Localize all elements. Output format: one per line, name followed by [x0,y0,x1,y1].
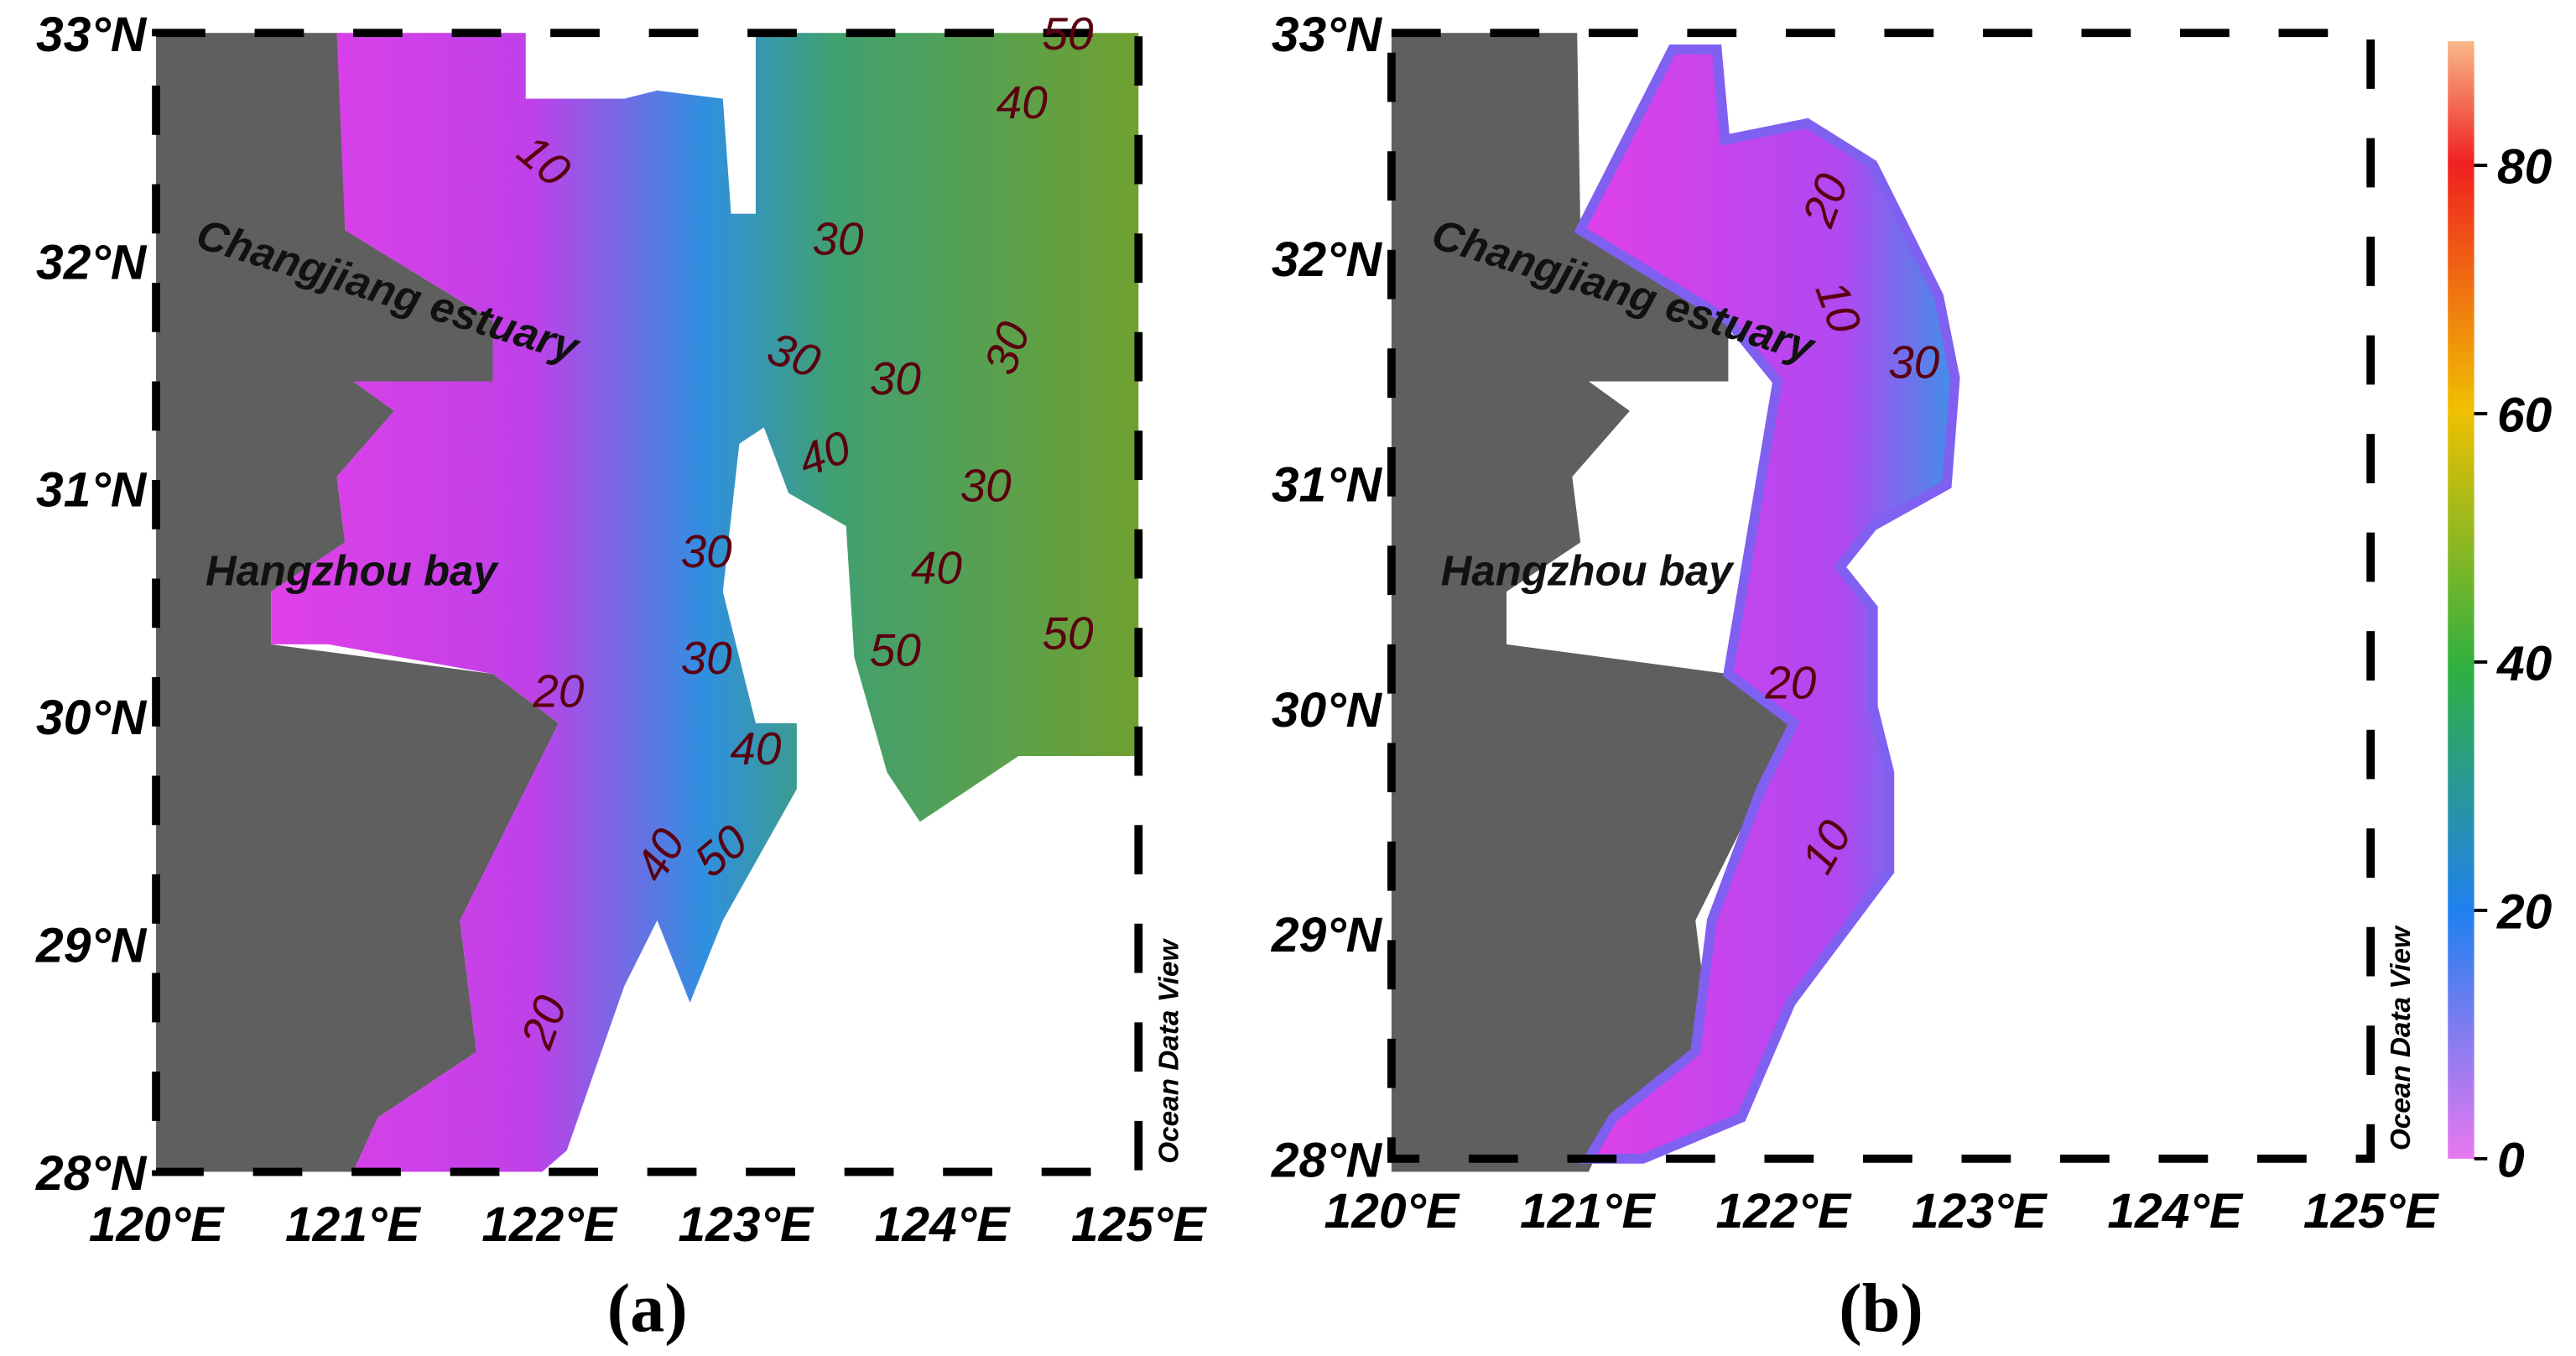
lat-tick-label: 29°N [1271,908,1383,962]
map-frame [152,29,1143,1176]
map-frame [1387,29,2376,1163]
lon-tick-label: 124°E [875,1197,1012,1252]
lon-tick-label: 124°E [2107,1184,2244,1239]
land [156,33,559,1172]
lon-tick-label: 123°E [678,1197,814,1252]
watermark: Ocean Data View [2386,925,2417,1150]
contour-label: 20 [532,665,584,717]
lon-tick-label: 120°E [89,1197,226,1252]
panel-label: (b) [1839,1270,1923,1347]
lat-tick-label: 28°N [1271,1133,1383,1187]
sea-field [271,33,1139,1172]
colorbar: 0 20 40 60 80 [2448,41,2553,1187]
colorbar-tick-label: 20 [2496,884,2553,939]
lat-tick-label: 32°N [36,235,148,289]
colorbar-tick-label: 80 [2497,140,2553,195]
colorbar-tick-label: 60 [2497,389,2553,443]
lat-tick-label: 32°N [1272,232,1383,287]
lon-tick-label: 125°E [2303,1184,2440,1239]
place-label: Hangzhou bay [1441,546,1736,594]
lat-tick-label: 33°N [36,8,148,62]
lon-tick-label: 120°E [1324,1184,1461,1239]
lat-tick-label: 30°N [1272,683,1383,738]
watermark: Ocean Data View [1153,938,1184,1164]
contour-label: 20 [1764,656,1816,708]
contour-label: 30 [960,459,1012,511]
contour-label: 30 [870,352,921,404]
contour-label: 40 [730,722,781,774]
colorbar-ramp [2448,41,2475,1159]
contour-label: 50 [1043,608,1094,660]
lat-tick-label: 31°N [1272,457,1383,512]
colorbar-tick-label: 40 [2496,637,2553,691]
panel-label: (a) [607,1270,688,1347]
lat-tick-label: 33°N [1272,8,1383,62]
contour-label: 30 [681,525,732,577]
lon-tick-label: 121°E [285,1197,422,1252]
sea-field [1574,44,1960,1164]
colorbar-tick-label: 0 [2497,1133,2525,1187]
lat-tick-label: 30°N [36,691,148,745]
contour-label: 30 [1888,336,1939,389]
contour-label: 40 [911,541,962,593]
contour-label: 30 [681,632,732,684]
place-label: Hangzhou bay [206,546,500,594]
lon-tick-label: 122°E [1715,1184,1852,1239]
contour-label: 40 [997,76,1048,128]
contour-label: 50 [1043,8,1094,60]
lat-tick-label: 31°N [36,463,148,518]
contour-label: 30 [812,213,863,265]
lon-tick-label: 122°E [481,1197,618,1252]
lat-tick-label: 29°N [35,919,148,973]
lon-tick-label: 121°E [1520,1184,1657,1239]
lon-tick-label: 123°E [1912,1184,2048,1239]
lat-tick-label: 28°N [35,1146,148,1201]
contour-label: 50 [870,623,921,675]
lon-tick-label: 125°E [1071,1197,1208,1252]
land [1391,33,1794,1172]
